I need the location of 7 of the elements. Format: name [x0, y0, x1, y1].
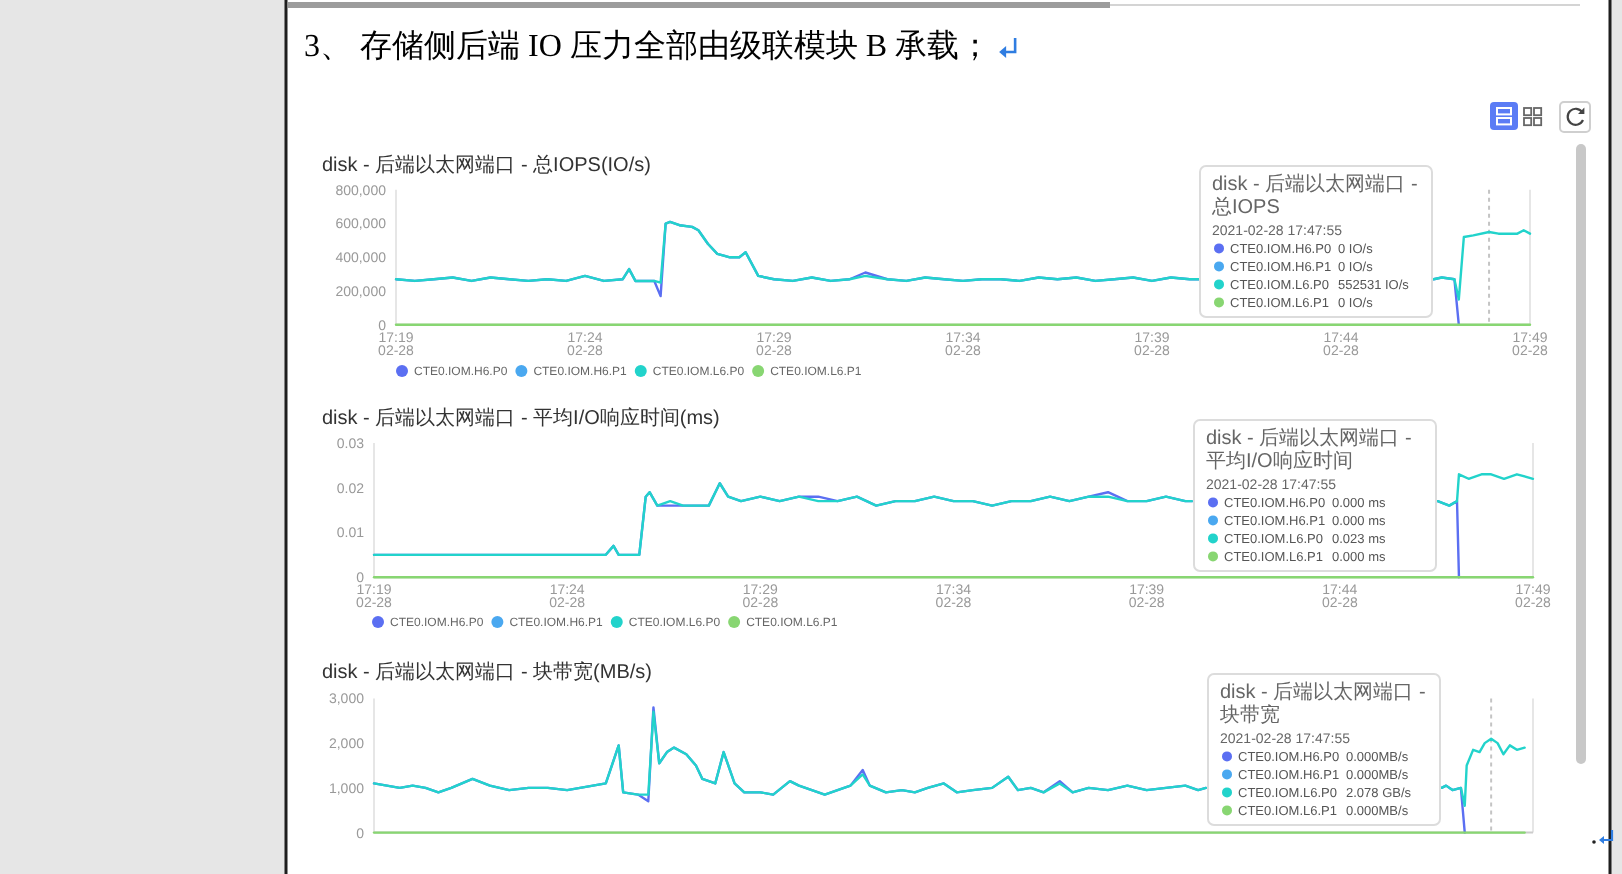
annotation: disk - 后端以太网端口 - 块带宽 — [1218, 680, 1426, 727]
annotation: disk - 后端以太网端口 - 平均I/O响应时间 — [1206, 426, 1412, 473]
chart-title: disk - 后端以太网端口 - 平均I/O响应时间(ms) — [322, 406, 720, 431]
annotation: disk - 后端以太网端口 - 总IOPS — [1210, 172, 1418, 219]
chart-title: disk - 后端以太网端口 - 总IOPS(IO/s) — [322, 153, 651, 177]
chart-title: disk - 后端以太网端口 - 块带宽(MB/s) — [322, 660, 652, 684]
text: 3、 存储侧后端 IO 压力全部由级联模块 B 承载； — [304, 28, 992, 64]
